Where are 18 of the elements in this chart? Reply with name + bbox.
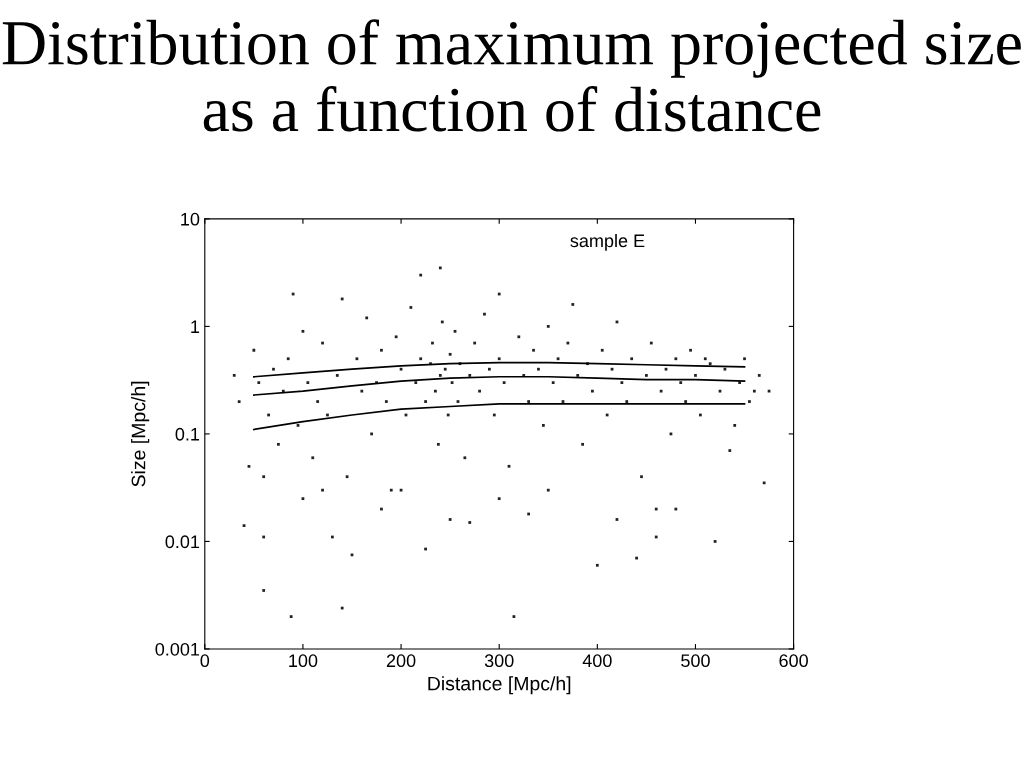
y-tick-label: 0.01 bbox=[165, 535, 200, 549]
line-series bbox=[253, 375, 746, 396]
x-tick-label: 300 bbox=[484, 654, 514, 668]
x-tick-label: 200 bbox=[386, 654, 416, 668]
line-series bbox=[253, 403, 746, 431]
x-tick-label: 500 bbox=[681, 654, 710, 668]
x-axis-title: Distance [Mpc/h] bbox=[428, 676, 571, 695]
x-tick-label: 100 bbox=[289, 654, 318, 668]
y-tick-label: 1 bbox=[191, 320, 200, 333]
x-tick-label: 600 bbox=[779, 654, 808, 668]
chart-title: Distribution of maximum projected size as a function of distance bbox=[2, 19, 1021, 132]
x-tick-label: 400 bbox=[582, 654, 612, 668]
y-axis-title: Size [Mpc/h] bbox=[131, 381, 150, 487]
annotation: sample E bbox=[570, 233, 645, 251]
x-tick-label: 0 bbox=[200, 654, 210, 668]
y-tick-label: 10 bbox=[181, 212, 200, 226]
y-tick-label: 0.1 bbox=[175, 427, 200, 441]
y-tick-label: 0.001 bbox=[155, 642, 200, 656]
